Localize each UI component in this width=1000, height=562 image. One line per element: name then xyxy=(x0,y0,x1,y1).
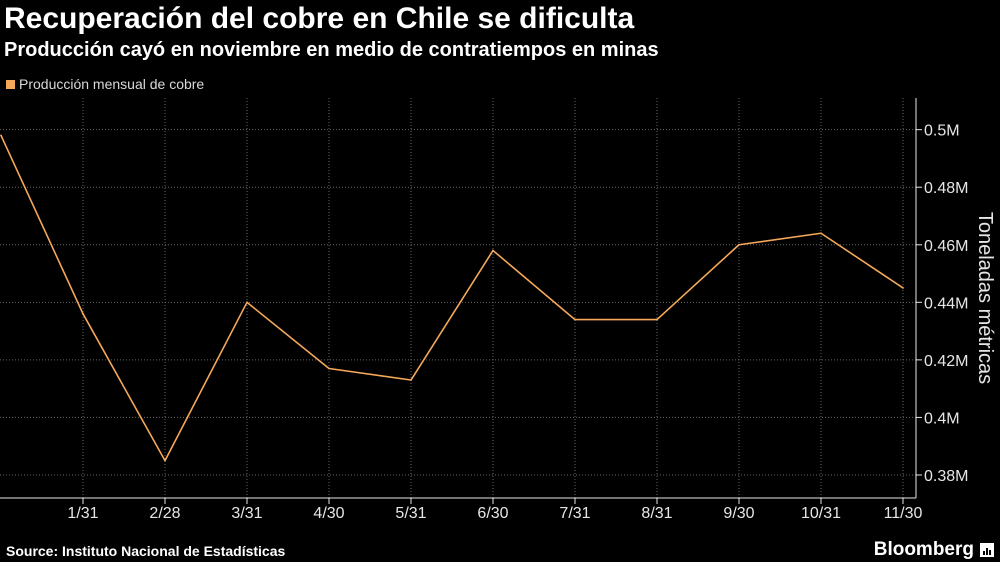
y-tick-label: 0.5M xyxy=(924,123,960,140)
source-note: Source: Instituto Nacional de Estadístic… xyxy=(6,543,286,559)
x-tick-label: 11/30 xyxy=(884,505,923,522)
x-tick-label: 4/30 xyxy=(313,505,344,522)
data-point xyxy=(246,301,248,304)
data-point xyxy=(656,318,658,321)
bloomberg-chart-icon xyxy=(980,543,994,557)
y-axis-label: Toneladas métricas xyxy=(974,212,996,384)
data-point xyxy=(410,379,412,381)
x-tick-label: 9/30 xyxy=(723,505,754,522)
data-point xyxy=(82,312,84,315)
chart-subtitle: Producción cayó en noviembre en medio de… xyxy=(4,39,659,61)
chart-title: Recuperación del cobre en Chile se dific… xyxy=(4,2,635,35)
x-tick-label: 6/30 xyxy=(477,505,508,522)
data-point xyxy=(902,287,904,289)
y-tick-label: 0.38M xyxy=(924,468,968,485)
x-tick-label: 10/31 xyxy=(801,505,841,522)
data-point xyxy=(574,318,576,321)
legend-label: Producción mensual de cobre xyxy=(19,76,205,92)
legend-swatch xyxy=(6,79,15,89)
y-tick-label: 0.44M xyxy=(924,295,968,312)
data-point xyxy=(0,134,2,137)
data-point xyxy=(328,367,330,370)
y-tick-label: 0.42M xyxy=(924,353,968,370)
data-point xyxy=(492,249,494,252)
data-point xyxy=(164,459,166,462)
y-tick-label: 0.4M xyxy=(924,410,960,427)
x-tick-label: 7/31 xyxy=(559,505,590,522)
data-point xyxy=(738,243,740,246)
y-tick-label: 0.46M xyxy=(924,238,968,255)
x-tick-label: 2/28 xyxy=(149,505,180,522)
x-tick-label: 3/31 xyxy=(231,505,262,522)
series-line xyxy=(0,135,904,462)
x-tick-label: 1/31 xyxy=(67,505,98,522)
legend: Producción mensual de cobre xyxy=(6,76,204,92)
x-tick-label: 8/31 xyxy=(641,505,672,522)
brand-logo-text: Bloomberg xyxy=(873,539,974,560)
brand: Bloomberg xyxy=(874,539,994,561)
data-point xyxy=(820,232,822,235)
x-tick-label: 5/31 xyxy=(395,505,426,522)
y-tick-label: 0.48M xyxy=(924,180,968,197)
